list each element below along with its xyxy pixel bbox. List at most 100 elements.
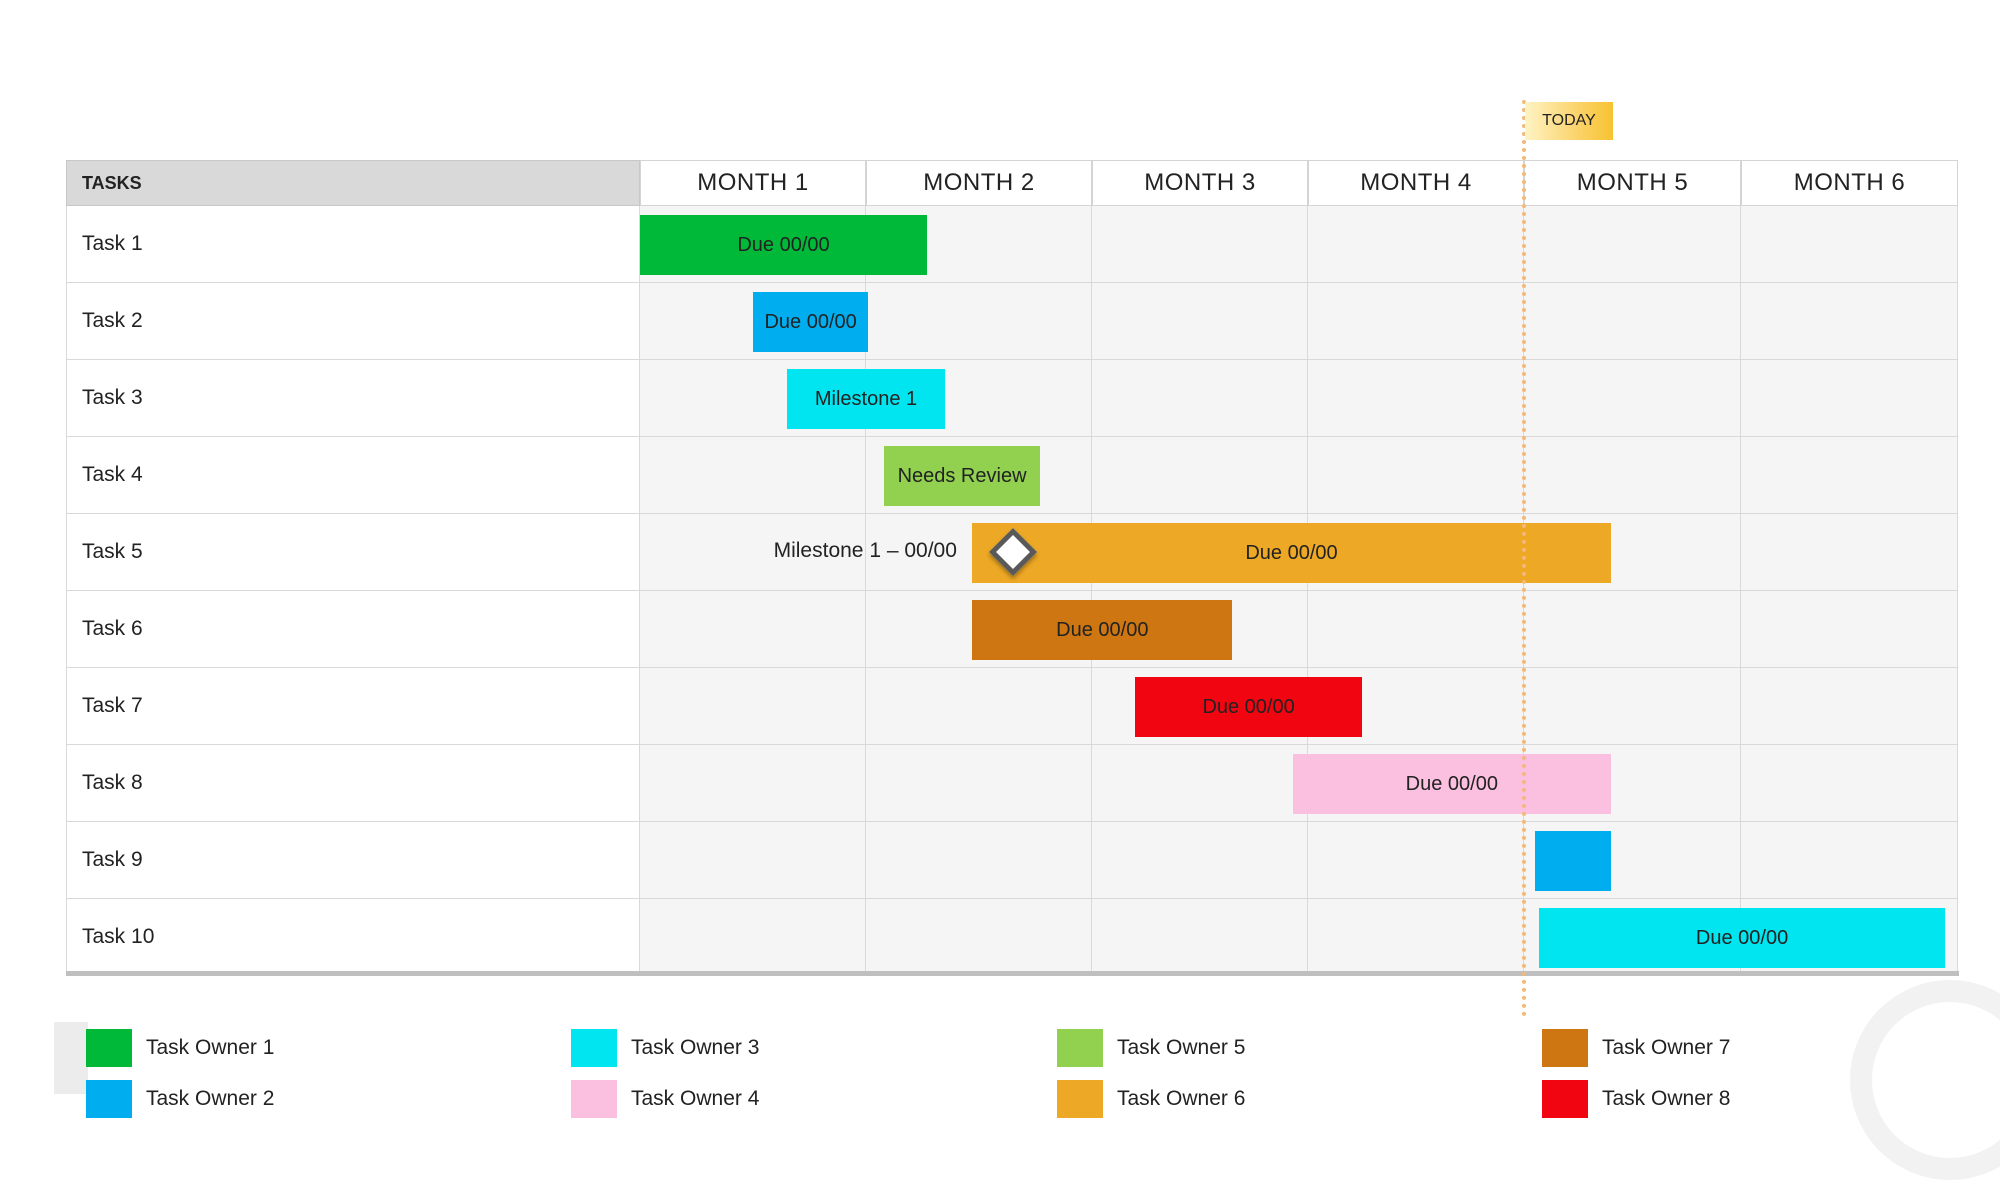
today-badge: TODAY <box>1525 102 1613 140</box>
grid-cell <box>640 822 866 899</box>
month-header: MONTH 3 <box>1092 160 1308 206</box>
task-name: Task 3 <box>66 360 640 437</box>
task-bar: Due 00/00 <box>972 600 1233 660</box>
month-header: MONTH 4 <box>1308 160 1524 206</box>
legend-item: Task Owner 5 <box>1057 1029 1245 1067</box>
legend-label: Task Owner 1 <box>146 1036 275 1059</box>
task-name: Task 6 <box>66 591 640 668</box>
grid-cell <box>1741 437 1958 514</box>
task-name: Task 10 <box>66 899 640 976</box>
legend-swatch <box>571 1029 617 1067</box>
grid-cell <box>640 745 866 822</box>
grid-cell <box>1741 514 1958 591</box>
grid-cell <box>1092 206 1308 283</box>
task-bar <box>1534 831 1611 891</box>
legend-swatch <box>1057 1080 1103 1118</box>
legend-swatch <box>1542 1029 1588 1067</box>
legend-item: Task Owner 1 <box>86 1029 274 1067</box>
grid-cell <box>1741 668 1958 745</box>
legend-label: Task Owner 7 <box>1602 1036 1731 1059</box>
bottom-rule <box>66 971 1959 976</box>
task-bar: Needs Review <box>884 446 1041 506</box>
task-name: Task 9 <box>66 822 640 899</box>
legend-item: Task Owner 3 <box>571 1029 759 1067</box>
month-header: MONTH 6 <box>1741 160 1958 206</box>
task-row: Task 3 <box>66 360 1959 437</box>
grid-cell <box>866 899 1092 976</box>
task-row: Task 8 <box>66 745 1959 822</box>
grid-cell <box>866 283 1092 360</box>
legend-label: Task Owner 4 <box>631 1087 760 1110</box>
grid-cell <box>1092 822 1308 899</box>
legend-label: Task Owner 5 <box>1117 1036 1246 1059</box>
month-header: MONTH 5 <box>1524 160 1741 206</box>
legend-item: Task Owner 4 <box>571 1080 759 1118</box>
grid-cell <box>640 437 866 514</box>
grid-cell <box>1741 360 1958 437</box>
grid-cell <box>1741 822 1958 899</box>
legend-label: Task Owner 8 <box>1602 1087 1731 1110</box>
grid-cell <box>1741 745 1958 822</box>
grid-cell <box>1092 899 1308 976</box>
task-row: Task 1 <box>66 206 1959 283</box>
task-bar: Due 00/00 <box>640 215 928 275</box>
task-name: Task 1 <box>66 206 640 283</box>
legend-label: Task Owner 2 <box>146 1087 275 1110</box>
task-name: Task 8 <box>66 745 640 822</box>
legend-item: Task Owner 2 <box>86 1080 274 1118</box>
legend-label: Task Owner 3 <box>631 1036 760 1059</box>
tasks-column-header: TASKS <box>66 160 640 206</box>
grid-cell <box>1308 206 1524 283</box>
grid-cell <box>1308 899 1524 976</box>
task-row: Task 7 <box>66 668 1959 745</box>
task-bar: Due 00/00 <box>972 523 1611 583</box>
grid-cell <box>640 591 866 668</box>
grid-cell <box>1092 360 1308 437</box>
grid-cell <box>1741 206 1958 283</box>
gantt-chart: TASKS MONTH 1 MONTH 2 MONTH 3 MONTH 4 MONTH … <box>66 160 1959 977</box>
grid-cell <box>866 668 1092 745</box>
task-bar: Due 00/00 <box>1292 754 1611 814</box>
legend-item: Task Owner 8 <box>1542 1080 1730 1118</box>
legend-item: Task Owner 7 <box>1542 1029 1730 1067</box>
grid-cell <box>866 745 1092 822</box>
grid-cell <box>1524 206 1741 283</box>
grid-cell <box>640 668 866 745</box>
task-row: Task 2 <box>66 283 1959 360</box>
grid-cell <box>1308 822 1524 899</box>
legend-swatch <box>571 1080 617 1118</box>
grid-cell <box>1524 591 1741 668</box>
grid-cell <box>1308 437 1524 514</box>
grid-cell <box>866 822 1092 899</box>
legend-swatch <box>86 1029 132 1067</box>
legend-item: Task Owner 6 <box>1057 1080 1245 1118</box>
legend-swatch <box>86 1080 132 1118</box>
legend: Task Owner 1 Task Owner 2 Task Owner 3 Task… <box>0 1018 2000 1125</box>
grid-cell <box>1092 283 1308 360</box>
task-bar: Due 00/00 <box>753 292 869 352</box>
milestone-label: Milestone 1 – 00/00 <box>773 539 957 562</box>
month-header: MONTH 2 <box>866 160 1092 206</box>
grid-cell <box>1741 283 1958 360</box>
corner-decoration <box>54 1022 88 1094</box>
grid-cell <box>1308 360 1524 437</box>
task-bar: Due 00/00 <box>1135 677 1362 737</box>
task-name: Task 7 <box>66 668 640 745</box>
grid-cell <box>640 899 866 976</box>
grid-cell <box>1092 437 1308 514</box>
task-name: Task 2 <box>66 283 640 360</box>
grid-cell <box>1092 745 1308 822</box>
task-bar: Milestone 1 <box>786 369 946 429</box>
grid-cell <box>640 514 866 591</box>
today-marker-line <box>1522 100 1526 1017</box>
task-name: Task 5 <box>66 514 640 591</box>
grid-cell <box>1524 283 1741 360</box>
month-header: MONTH 1 <box>640 160 866 206</box>
grid-cell <box>1308 283 1524 360</box>
legend-swatch <box>1057 1029 1103 1067</box>
grid-cell <box>1524 668 1741 745</box>
grid-cell <box>1524 437 1741 514</box>
grid-cell <box>1308 591 1524 668</box>
grid-cell <box>1741 591 1958 668</box>
grid-cell <box>1524 360 1741 437</box>
